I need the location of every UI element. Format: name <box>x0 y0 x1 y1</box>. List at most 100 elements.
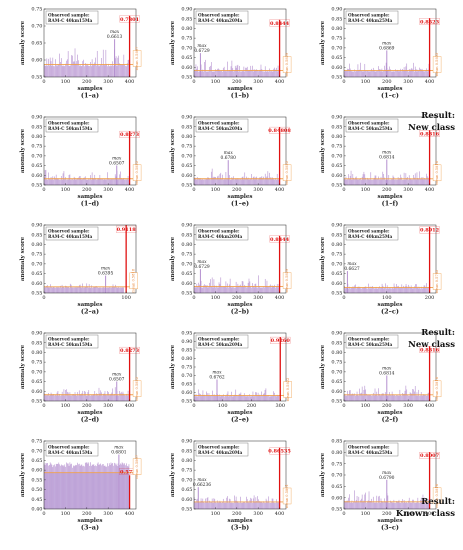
x-tick-label: 100 <box>61 511 71 517</box>
observed-label: Observed sample: <box>198 120 240 125</box>
observed-value-box <box>119 130 140 138</box>
max-value-label: 0.6762 <box>209 376 225 381</box>
y-tick-label: 0.90 <box>331 115 342 121</box>
x-tick-label: 0 <box>342 79 345 85</box>
y-tick-label: 0.60 <box>331 495 342 501</box>
observed-label: Observed sample: <box>48 120 90 125</box>
mean-label: mean 0.5782 <box>435 270 439 294</box>
y-tick-label: 0.85 <box>181 16 192 22</box>
y-tick-label: 0.85 <box>31 232 42 238</box>
y-tick-label: 0.60 <box>31 468 42 474</box>
y-tick-label: 0.55 <box>331 75 342 81</box>
observed-box <box>45 10 99 25</box>
observed-value-box <box>119 346 140 354</box>
observed-label: Observed sample: <box>48 444 90 449</box>
x-axis-label: samples <box>377 410 402 416</box>
y-tick-label: 0.75 <box>181 468 192 474</box>
y-tick-label: 0.85 <box>331 16 342 22</box>
x-tick-label: 100 <box>211 187 221 193</box>
y-tick-label: 0.80 <box>181 242 192 248</box>
panel-caption: (2–c) <box>381 308 399 316</box>
y-tick-label: 0.65 <box>31 163 42 169</box>
x-tick-label: 300 <box>103 511 113 517</box>
y-tick-label: 0.65 <box>31 458 42 464</box>
mean-label: mean 0.5867 <box>135 46 139 70</box>
observed-value-box <box>269 19 290 27</box>
max-label: max <box>114 446 124 451</box>
observed-sample-name: RAM-C 50km15Ma <box>48 342 93 347</box>
y-axis-label: anomaly score <box>20 236 26 281</box>
x-tick-label: 200 <box>382 79 392 85</box>
max-value-label: 0.6507 <box>109 161 125 166</box>
result-r3: Result: Known class <box>396 497 455 519</box>
y-tick-label: 0.70 <box>331 45 342 51</box>
panel-caption: (1–d) <box>81 200 99 208</box>
x-axis-label: samples <box>377 302 402 308</box>
max-label: max <box>212 371 222 376</box>
chart-1a: 0.55 0.60 0.65 0.70 0.75 0 100 200 300 400 samples… <box>20 7 142 100</box>
panel-caption: (1–e) <box>231 200 249 208</box>
x-tick-label: 0 <box>192 79 195 85</box>
chart-2d: 0.55 0.60 0.65 0.70 0.75 0.80 0.85 0.90 0 100 200 3… <box>20 331 142 424</box>
bars-3a <box>43 462 130 509</box>
x-axis-label: samples <box>377 194 402 200</box>
x-tick-label: 400 <box>125 187 135 193</box>
y-tick-label: 0.70 <box>31 448 42 454</box>
observed-label: Observed sample: <box>348 336 390 341</box>
observed-value-label: 0.9118 <box>117 227 137 233</box>
max-value-label: 0.6801 <box>111 451 127 456</box>
y-tick-label: 0.85 <box>181 448 192 454</box>
x-tick-label: 400 <box>425 187 435 193</box>
y-tick-label: 0.55 <box>31 399 42 405</box>
observed-value-label: 0.5734 <box>120 469 140 475</box>
mean-box <box>132 458 142 475</box>
chart-3a: 0.40 0.45 0.50 0.55 0.60 0.65 0.70 0.75 0 100 200 3… <box>20 439 142 532</box>
y-tick-label: 0.75 <box>331 252 342 258</box>
x-tick-label: 200 <box>382 403 392 409</box>
bars-1b <box>193 59 280 77</box>
y-tick-label: 0.70 <box>31 24 42 30</box>
chart-1b: 0.55 0.60 0.65 0.70 0.75 0.80 0.85 0.90 0 100 200 3… <box>170 7 292 100</box>
panel-caption: (2–b) <box>231 308 249 316</box>
chart-2c: 0.55 0.60 0.65 0.70 0.75 0.80 0.85 0.90 0 100 200 s… <box>320 223 442 316</box>
x-tick-label: 200 <box>247 403 257 409</box>
chart-3c: 0.55 0.60 0.65 0.70 0.75 0.80 0.85 0 100 200 300 40… <box>320 439 442 532</box>
y-tick-label: 0.90 <box>181 7 192 13</box>
x-tick-label: 400 <box>125 79 135 85</box>
y-tick-label: 0.80 <box>181 134 192 140</box>
observed-sample-name: RAM-C 40km15Ma <box>48 234 93 239</box>
y-tick-label: 0.90 <box>331 7 342 13</box>
observed-box <box>195 226 249 241</box>
y-tick-label: 0.90 <box>181 115 192 121</box>
y-tick-label: 0.85 <box>181 232 192 238</box>
y-tick-label: 0.55 <box>31 291 42 297</box>
x-tick-label: 200 <box>232 511 242 517</box>
max-value-label: 0.6627 <box>344 267 360 272</box>
x-tick-label: 0 <box>342 403 345 409</box>
bars-2b <box>193 275 280 293</box>
mean-label: mean 0.5861 <box>285 484 289 508</box>
x-tick-label: 0 <box>192 403 195 409</box>
y-tick-label: 0.70 <box>181 477 192 483</box>
result-line1: Result: <box>421 328 455 338</box>
x-tick-label: 100 <box>61 187 71 193</box>
x-tick-label: 200 <box>232 295 242 301</box>
observed-value-box <box>115 225 137 233</box>
y-tick-label: 0.85 <box>181 348 192 354</box>
x-tick-label: 300 <box>403 187 413 193</box>
observed-value-label: 0.7301 <box>120 17 139 23</box>
x-axis-label: samples <box>227 518 252 524</box>
mean-label: mean 0.5818 <box>435 160 439 184</box>
x-tick-label: 200 <box>82 187 92 193</box>
axes-frame <box>343 116 437 186</box>
y-tick-label: 0.75 <box>31 7 42 13</box>
x-tick-label: 400 <box>425 511 435 517</box>
chart-2a: 0.55 0.60 0.65 0.70 0.75 0.80 0.85 0.90 0 100 samp… <box>20 223 138 316</box>
observed-sample-name: RAM-C 40km20Ma <box>198 450 243 455</box>
observed-sample-name: RAM-C 40km20Ma <box>198 234 243 239</box>
panel-caption: (1–a) <box>81 92 99 100</box>
observed-value-box <box>419 18 440 25</box>
observed-sample-name: RAM-C 40km20Ma <box>198 18 243 23</box>
y-tick-label: 0.80 <box>31 134 42 140</box>
mean-label: mean 0.5818 <box>132 268 136 292</box>
